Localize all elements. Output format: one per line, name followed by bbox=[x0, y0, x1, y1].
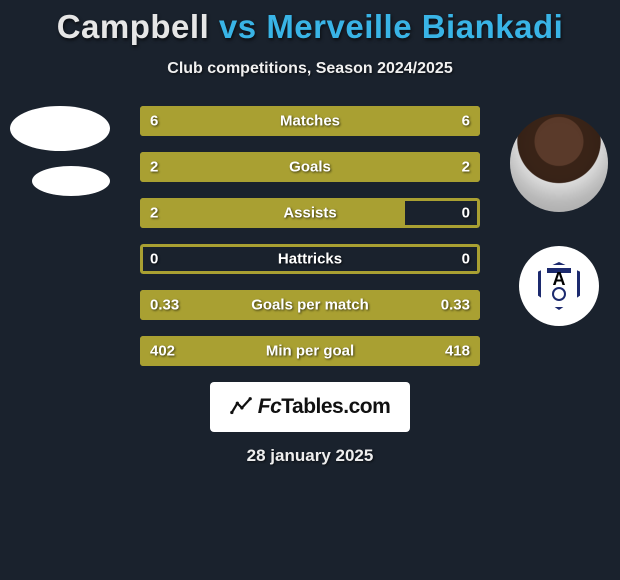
club-right-badge: A bbox=[538, 262, 580, 310]
stat-row: 0 0 Hattricks bbox=[140, 244, 480, 274]
stat-value-left: 0 bbox=[150, 251, 158, 268]
stat-value-left: 0.33 bbox=[150, 297, 179, 314]
stat-value-left: 6 bbox=[150, 113, 158, 130]
title-vs: vs bbox=[219, 8, 257, 45]
stat-row: 0.33 0.33 Goals per match bbox=[140, 290, 480, 320]
stat-value-left: 2 bbox=[150, 159, 158, 176]
stat-label: Hattricks bbox=[278, 251, 342, 268]
chart-icon bbox=[230, 396, 252, 418]
bar-fill-left bbox=[140, 198, 405, 228]
stat-value-left: 402 bbox=[150, 343, 175, 360]
footer-date: 28 january 2025 bbox=[0, 446, 620, 466]
title-player2: Merveille Biankadi bbox=[266, 8, 563, 45]
player-right-avatar bbox=[510, 114, 608, 212]
stat-row: 402 418 Min per goal bbox=[140, 336, 480, 366]
stat-value-right: 0.33 bbox=[441, 297, 470, 314]
subtitle: Club competitions, Season 2024/2025 bbox=[0, 60, 620, 78]
club-left-avatar bbox=[32, 166, 110, 196]
club-right-avatar: A bbox=[519, 246, 599, 326]
stat-value-right: 418 bbox=[445, 343, 470, 360]
stat-value-right: 6 bbox=[462, 113, 470, 130]
stat-label: Assists bbox=[283, 205, 336, 222]
stat-label: Min per goal bbox=[266, 343, 354, 360]
stat-row: 6 6 Matches bbox=[140, 106, 480, 136]
badge-ring-icon bbox=[552, 287, 566, 301]
stat-label: Goals per match bbox=[251, 297, 369, 314]
stat-row: 2 2 Goals bbox=[140, 152, 480, 182]
title-player1: Campbell bbox=[57, 8, 210, 45]
site-badge: FcTables.com bbox=[210, 382, 410, 432]
stat-label: Goals bbox=[289, 159, 331, 176]
stat-row: 2 0 Assists bbox=[140, 198, 480, 228]
comparison-arena: A 6 6 Matches 2 2 Goals 2 0 Assists 0 0 Hattricks 0.… bbox=[0, 106, 620, 366]
site-label: FcTables.com bbox=[258, 395, 391, 419]
stat-value-right: 0 bbox=[462, 251, 470, 268]
stat-label: Matches bbox=[280, 113, 340, 130]
player-left-avatar bbox=[10, 106, 110, 151]
stat-value-left: 2 bbox=[150, 205, 158, 222]
stat-value-right: 0 bbox=[462, 205, 470, 222]
stat-value-right: 2 bbox=[462, 159, 470, 176]
stats-bars: 6 6 Matches 2 2 Goals 2 0 Assists 0 0 Hattricks 0.33… bbox=[140, 106, 480, 366]
page-title: Campbell vs Merveille Biankadi bbox=[0, 0, 620, 46]
